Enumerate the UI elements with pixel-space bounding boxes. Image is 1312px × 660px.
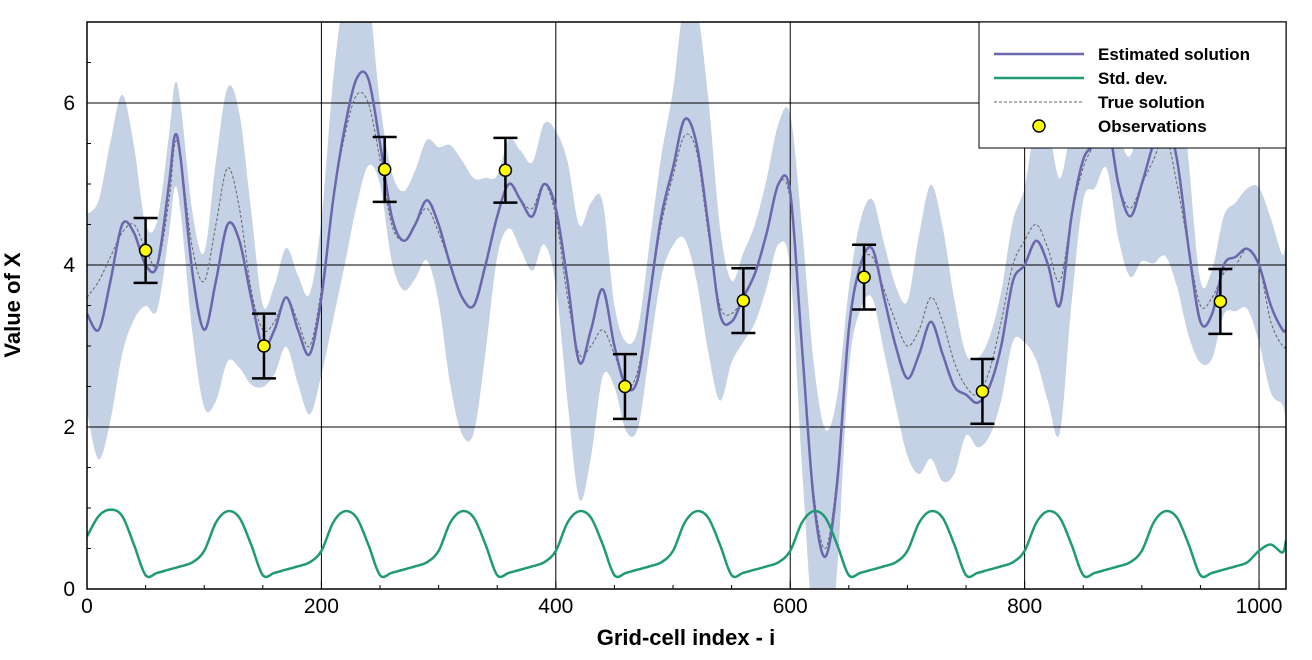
observation-point bbox=[852, 243, 877, 311]
observations-layer bbox=[133, 135, 1233, 426]
observation-point bbox=[133, 216, 158, 285]
series-layer bbox=[87, 70, 1286, 579]
legend-observation-marker bbox=[1032, 119, 1046, 133]
y-tick-label: 2 bbox=[63, 416, 75, 439]
stddev-line bbox=[87, 508, 1286, 579]
observation-marker bbox=[618, 379, 632, 394]
legend-box bbox=[978, 21, 1287, 149]
observation-marker bbox=[975, 384, 990, 399]
y-axis-title: Value of X bbox=[0, 252, 25, 357]
y-tick-label: 6 bbox=[63, 92, 75, 115]
legend-observations-label: Observations bbox=[1098, 117, 1207, 136]
observation-point bbox=[372, 135, 397, 204]
observation-marker bbox=[138, 243, 153, 258]
x-tick-label: 400 bbox=[538, 595, 573, 618]
x-tick-label: 0 bbox=[81, 595, 93, 618]
tick-layer: 0 200 400 600 800 1000 0 2 4 6 bbox=[63, 62, 1283, 618]
observation-marker bbox=[857, 270, 871, 284]
observation-marker bbox=[1213, 294, 1228, 309]
observation-point bbox=[493, 136, 518, 204]
x-axis-title: Grid-cell index - i bbox=[597, 625, 775, 650]
legend: Estimated solution Std. dev. True soluti… bbox=[978, 21, 1287, 149]
observation-marker bbox=[377, 162, 392, 177]
legend-truth-label: True solution bbox=[1098, 93, 1205, 112]
legend-estimated-label: Estimated solution bbox=[1098, 45, 1250, 64]
y-tick-label: 0 bbox=[63, 578, 75, 601]
observation-point bbox=[1208, 267, 1233, 336]
observation-marker bbox=[498, 163, 513, 177]
observation-point bbox=[612, 352, 637, 421]
x-tick-label: 200 bbox=[304, 595, 339, 618]
legend-stddev-label: Std. dev. bbox=[1098, 69, 1168, 88]
observation-marker bbox=[736, 293, 751, 308]
x-tick-label: 1000 bbox=[1236, 595, 1283, 618]
y-tick-label: 4 bbox=[63, 254, 75, 277]
observation-marker bbox=[257, 339, 271, 353]
x-tick-label: 800 bbox=[1007, 595, 1042, 618]
observation-point bbox=[731, 266, 756, 335]
estimated-solution-line bbox=[87, 70, 1286, 558]
observation-point bbox=[970, 357, 995, 426]
x-tick-label: 600 bbox=[773, 595, 808, 618]
observation-point bbox=[251, 312, 276, 380]
